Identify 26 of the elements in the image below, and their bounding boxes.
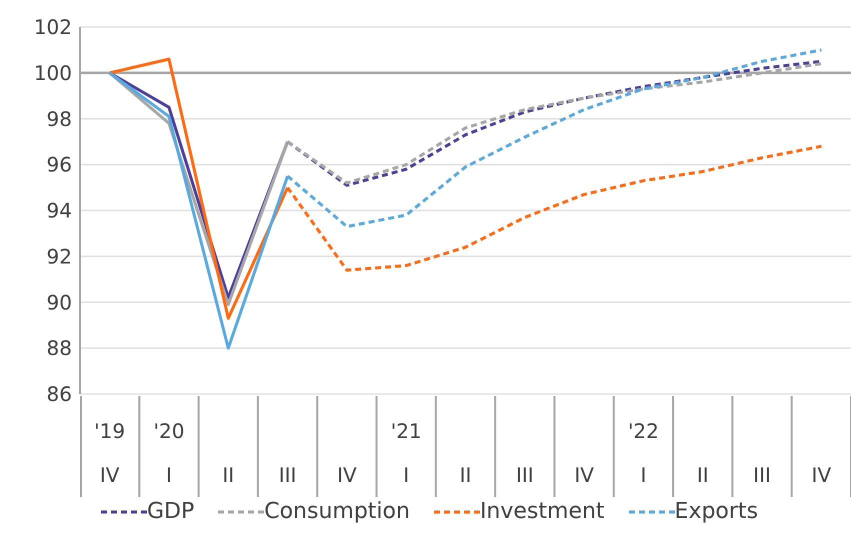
y-tick-label: 90 xyxy=(46,290,72,314)
legend-label: Consumption xyxy=(264,499,410,524)
x-tick-label: II xyxy=(222,463,234,487)
legend-label: Exports xyxy=(674,499,758,524)
legend-label: GDP xyxy=(146,499,194,524)
y-tick-label: 100 xyxy=(34,60,72,85)
x-tick-label: '21 I xyxy=(390,419,422,487)
y-tick-label: 86 xyxy=(46,382,72,406)
y-tick-label: 92 xyxy=(46,244,72,268)
x-tick-label: IV xyxy=(812,463,832,487)
x-tick-label: II xyxy=(460,463,472,487)
x-tick-label: III xyxy=(278,463,296,487)
x-tick-label: IV xyxy=(337,463,357,487)
x-tick-label: III xyxy=(516,463,534,487)
x-tick-label: '19 IV xyxy=(94,419,126,487)
x-tick-label: II xyxy=(696,463,709,487)
y-tick-label: 94 xyxy=(46,198,72,223)
y-tick-label: 88 xyxy=(46,336,72,360)
x-tick-label: '20 I xyxy=(153,419,184,487)
x-tick-label: '22 I xyxy=(628,419,659,487)
x-tick-label: IV xyxy=(574,463,594,487)
legend-label: Investment xyxy=(480,499,605,524)
x-tick-label: III xyxy=(753,463,771,487)
y-tick-label: 98 xyxy=(46,106,72,131)
y-tick-label: 96 xyxy=(46,152,72,177)
y-tick-label: 102 xyxy=(34,15,72,40)
